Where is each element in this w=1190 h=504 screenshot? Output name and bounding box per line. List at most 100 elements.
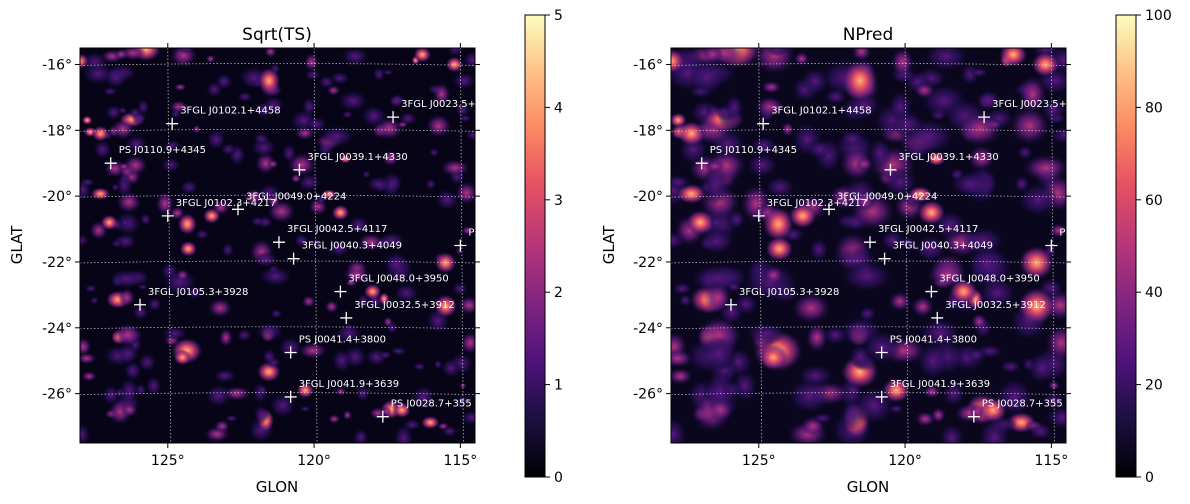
heatmap-blob (340, 48, 370, 66)
grid-line-lon (904, 48, 909, 443)
heatmap-blob (118, 377, 140, 405)
heatmap-blob (394, 283, 419, 303)
heatmap-blob (433, 359, 443, 369)
heatmap-blob (80, 337, 92, 357)
heatmap-blob (297, 173, 321, 192)
panel-npred: NPred 3FGL J0102.1+4458 3FGL J0023.5+4 PS … (600, 8, 1172, 496)
grid-line-lon (167, 48, 172, 443)
heatmap-blob (236, 329, 252, 342)
heatmap-blob (763, 266, 784, 285)
heatmap-hotspot (759, 344, 788, 371)
grid-line-lat (671, 392, 1066, 395)
source-label: PS J0028.7+355 (982, 399, 1063, 410)
heatmap-hotspot (363, 283, 382, 300)
heatmap-blob (331, 348, 352, 373)
heatmap-blob (104, 104, 123, 121)
heatmap-blob (671, 416, 687, 443)
heatmap-blob (259, 266, 292, 287)
heatmap-blob (390, 93, 406, 107)
heatmap-blob (145, 375, 162, 397)
heatmap-blob (214, 419, 230, 433)
heatmap-blobs (671, 48, 1066, 443)
source-marker (878, 252, 891, 265)
heatmap-blob (765, 48, 789, 57)
heatmap-blob (324, 300, 339, 314)
heatmap-hotspot (413, 48, 432, 63)
heatmap-hotspot (949, 278, 978, 305)
grid-line-lat (80, 194, 475, 198)
heatmap-blob (805, 322, 829, 353)
heatmap-blob (215, 72, 233, 90)
grid-line-lat (671, 128, 1066, 132)
heatmap-blob (916, 341, 949, 380)
heatmap-blob (678, 293, 693, 308)
source-label: 3FGL J0040.3+4049 (893, 241, 993, 252)
heatmap-blob (102, 87, 118, 96)
heatmap-blob (155, 191, 175, 216)
source-label: 3FGL J0040.3+4049 (302, 241, 402, 252)
heatmap-blob (89, 296, 99, 305)
heatmap-blob (428, 148, 440, 157)
source-label: 3FGL J0049.0+4224 (837, 191, 937, 202)
grid-line-lat (80, 63, 475, 66)
source-label: 3FGL J0023.5+4 (992, 99, 1073, 110)
axes-frame (670, 47, 1067, 444)
heatmap-blob (137, 99, 150, 116)
source-label: 3FGL J0048.0+3950 (939, 274, 1039, 285)
colorbar-tick-label: 60 (1145, 193, 1163, 209)
axis-ticks: 125° 120° 115° -16° -18° -20° -22° -24° -26° (633, 43, 1071, 469)
source-marker (695, 157, 708, 170)
heatmap-blob (293, 233, 309, 248)
heatmap-blob (310, 238, 322, 248)
heatmap-blob (318, 75, 335, 89)
heatmap-blob (176, 269, 189, 282)
source-label: 3FGL J0102.3+4217 (176, 198, 276, 209)
heatmap-blob (461, 226, 474, 235)
heatmap-blob (1045, 405, 1066, 430)
heatmap-blob (915, 411, 936, 427)
heatmap-blob (1026, 352, 1057, 384)
source-marker (967, 410, 980, 423)
source-marker (454, 239, 467, 252)
heatmap-blob (1018, 75, 1047, 114)
source-marker (284, 390, 297, 403)
grid-line-lat (671, 194, 1066, 198)
heatmap-blob (329, 239, 350, 258)
source-label: 3FGL J0023.5+4 (401, 99, 482, 110)
heatmap-blob (888, 291, 912, 312)
heatmap-blob (452, 72, 475, 90)
heatmap-blob (267, 159, 279, 169)
heatmap-blob (976, 89, 1002, 111)
heatmap-blob (671, 175, 691, 190)
colorbar-tick-label: 0 (1145, 470, 1154, 486)
heatmap-hotspot (671, 48, 686, 74)
heatmap-blob (204, 384, 233, 408)
heatmap-blob (701, 336, 737, 371)
source-marker (823, 203, 835, 216)
heatmap-blob (343, 266, 369, 284)
heatmap-hotspot (764, 236, 794, 262)
heatmap-blob (441, 425, 458, 437)
heatmap-blob (80, 423, 91, 443)
heatmap-blob (412, 362, 427, 371)
colorbar-tick-label: 40 (1145, 285, 1163, 301)
grid-line-lat (80, 326, 475, 330)
source-label: 3FGL J0032.5+3912 (354, 300, 454, 311)
heatmap-blob (257, 67, 281, 95)
heatmap-blob (378, 292, 390, 306)
grid-line-lat (671, 326, 1066, 330)
heatmap-blob (839, 129, 866, 149)
heatmap-blob (434, 189, 461, 211)
heatmap-blob (269, 393, 297, 418)
heatmap-blob (1045, 324, 1066, 362)
heatmap-blob (263, 95, 284, 115)
heatmap-blob (880, 229, 905, 252)
heatmap-blob (342, 410, 352, 420)
heatmap-blob (147, 297, 163, 312)
heatmap-blob (237, 91, 253, 102)
heatmap-image: 3FGL J0102.1+4458 3FGL J0023.5+4 PS J0110.… (80, 48, 482, 443)
source-marker (232, 203, 244, 216)
source-marker (925, 285, 938, 298)
heatmap-blob (855, 157, 873, 171)
heatmap-blob (123, 154, 148, 176)
